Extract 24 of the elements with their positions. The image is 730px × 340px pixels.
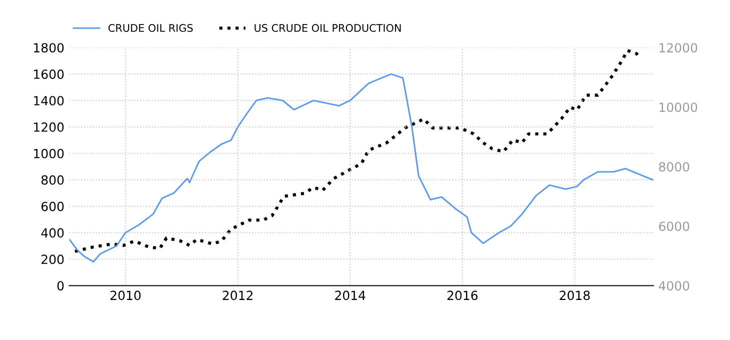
y2-tick-label: 8000 bbox=[659, 162, 690, 172]
y-tick-label: 1400 bbox=[34, 96, 64, 106]
y-tick-label: 1800 bbox=[34, 43, 64, 53]
y-tick-label: 200 bbox=[42, 254, 64, 264]
x-tick-label: 2010 bbox=[110, 290, 141, 300]
y2-tick-label: 4000 bbox=[658, 281, 690, 291]
y2-tick-label: 12000 bbox=[660, 43, 698, 53]
x-tick-label: 2014 bbox=[335, 290, 366, 300]
line-series bbox=[73, 49, 640, 253]
y-tick-label: 800 bbox=[41, 175, 64, 185]
y-tick-label: 400 bbox=[41, 228, 64, 238]
x-tick-label: 2018 bbox=[560, 290, 590, 300]
line-series bbox=[69, 73, 654, 263]
y-tick-label: 1200 bbox=[34, 122, 64, 132]
legend-label: CRUDE OIL RIGS bbox=[108, 24, 193, 32]
x-tick-label: 2016 bbox=[447, 290, 478, 300]
y-tick-label: 600 bbox=[42, 202, 64, 212]
y-tick-label: 1000 bbox=[34, 148, 64, 158]
y2-tick-label: 6000 bbox=[659, 222, 690, 232]
x-tick-label: 2012 bbox=[222, 290, 252, 300]
y-tick-label: 0 bbox=[57, 281, 64, 291]
y2-tick-label: 10000 bbox=[660, 102, 698, 112]
legend-label: US CRUDE OIL PRODUCTION bbox=[254, 24, 401, 32]
y-tick-label: 1600 bbox=[34, 70, 64, 79]
